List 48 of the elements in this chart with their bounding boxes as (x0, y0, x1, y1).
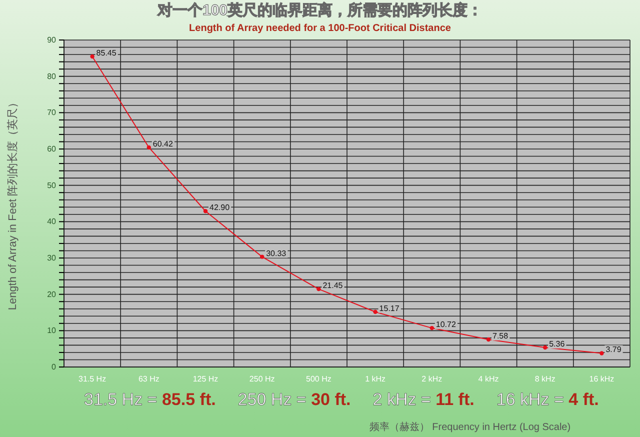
text: 250 Hz = 30 ft. (238, 390, 351, 409)
point (600, 351, 604, 356)
point (203, 209, 208, 214)
data-label: 3.79 (606, 345, 622, 354)
y-tick-label: 80 (47, 72, 57, 81)
data-label: 30.33 (266, 248, 287, 258)
x-tick-label: 1 kHz (365, 374, 386, 384)
chart-subtitle: Length of Array needed for a 100-Foot Critical Distance (189, 23, 452, 34)
y-tick-label: 10 (47, 326, 57, 336)
y-tick-label: 60 (47, 144, 57, 154)
text: 31.5 Hz = 85.5 ft. (84, 390, 216, 409)
y-tick-label: 30 (47, 254, 57, 263)
x-tick-label: 2 kHz (422, 374, 442, 384)
data-label: 7.58 (492, 331, 509, 340)
y-tick-label: 90 (47, 36, 57, 45)
y-tick-label: 50 (47, 180, 57, 190)
x-tick-label: 16 kHz (589, 374, 614, 384)
data-label: 5.36 (549, 340, 566, 349)
x-tick-label: 8 kHz (534, 374, 556, 384)
data-label: 10.72 (436, 320, 456, 330)
x-tick-label: 125 Hz (192, 374, 218, 384)
point (486, 337, 491, 342)
x-tick-label: 250 Hz (249, 374, 275, 384)
point (90, 54, 94, 59)
point (146, 145, 152, 150)
chart-title: 对一个100英尺的临界距离，所需要的阵列长度： (156, 1, 483, 19)
data-label: 42.90 (210, 203, 230, 212)
y-tick-label: 20 (47, 290, 57, 299)
data-label: 85.45 (96, 48, 117, 58)
point (260, 254, 264, 259)
y-tick-label: 0 (52, 362, 57, 372)
y-tick-label: 40 (47, 217, 57, 226)
x-tick-label: 4 kHz (478, 374, 499, 384)
x-tick-label: 63 Hz (138, 374, 160, 384)
x-tick-label: 500 Hz (306, 374, 332, 384)
y-axis-title: Length of Array in Feet 阵列的长度（英尺） (6, 96, 19, 310)
x-tick-label: 31.5 Hz (78, 374, 106, 384)
point (542, 345, 548, 350)
point (430, 326, 434, 330)
x-axis-title: 频率（赫兹） Frequency in Hertz (Log Scale) (369, 421, 571, 433)
text: 16 kHz = 4 ft. (496, 390, 599, 409)
point (373, 310, 378, 314)
data-label: 60.42 (152, 139, 174, 148)
text: 2 kHz = 11 ft. (372, 390, 474, 409)
data-label: 21.45 (322, 281, 344, 290)
y-tick-label: 70 (47, 108, 57, 118)
data-label: 15.17 (379, 304, 400, 313)
point (316, 286, 321, 292)
